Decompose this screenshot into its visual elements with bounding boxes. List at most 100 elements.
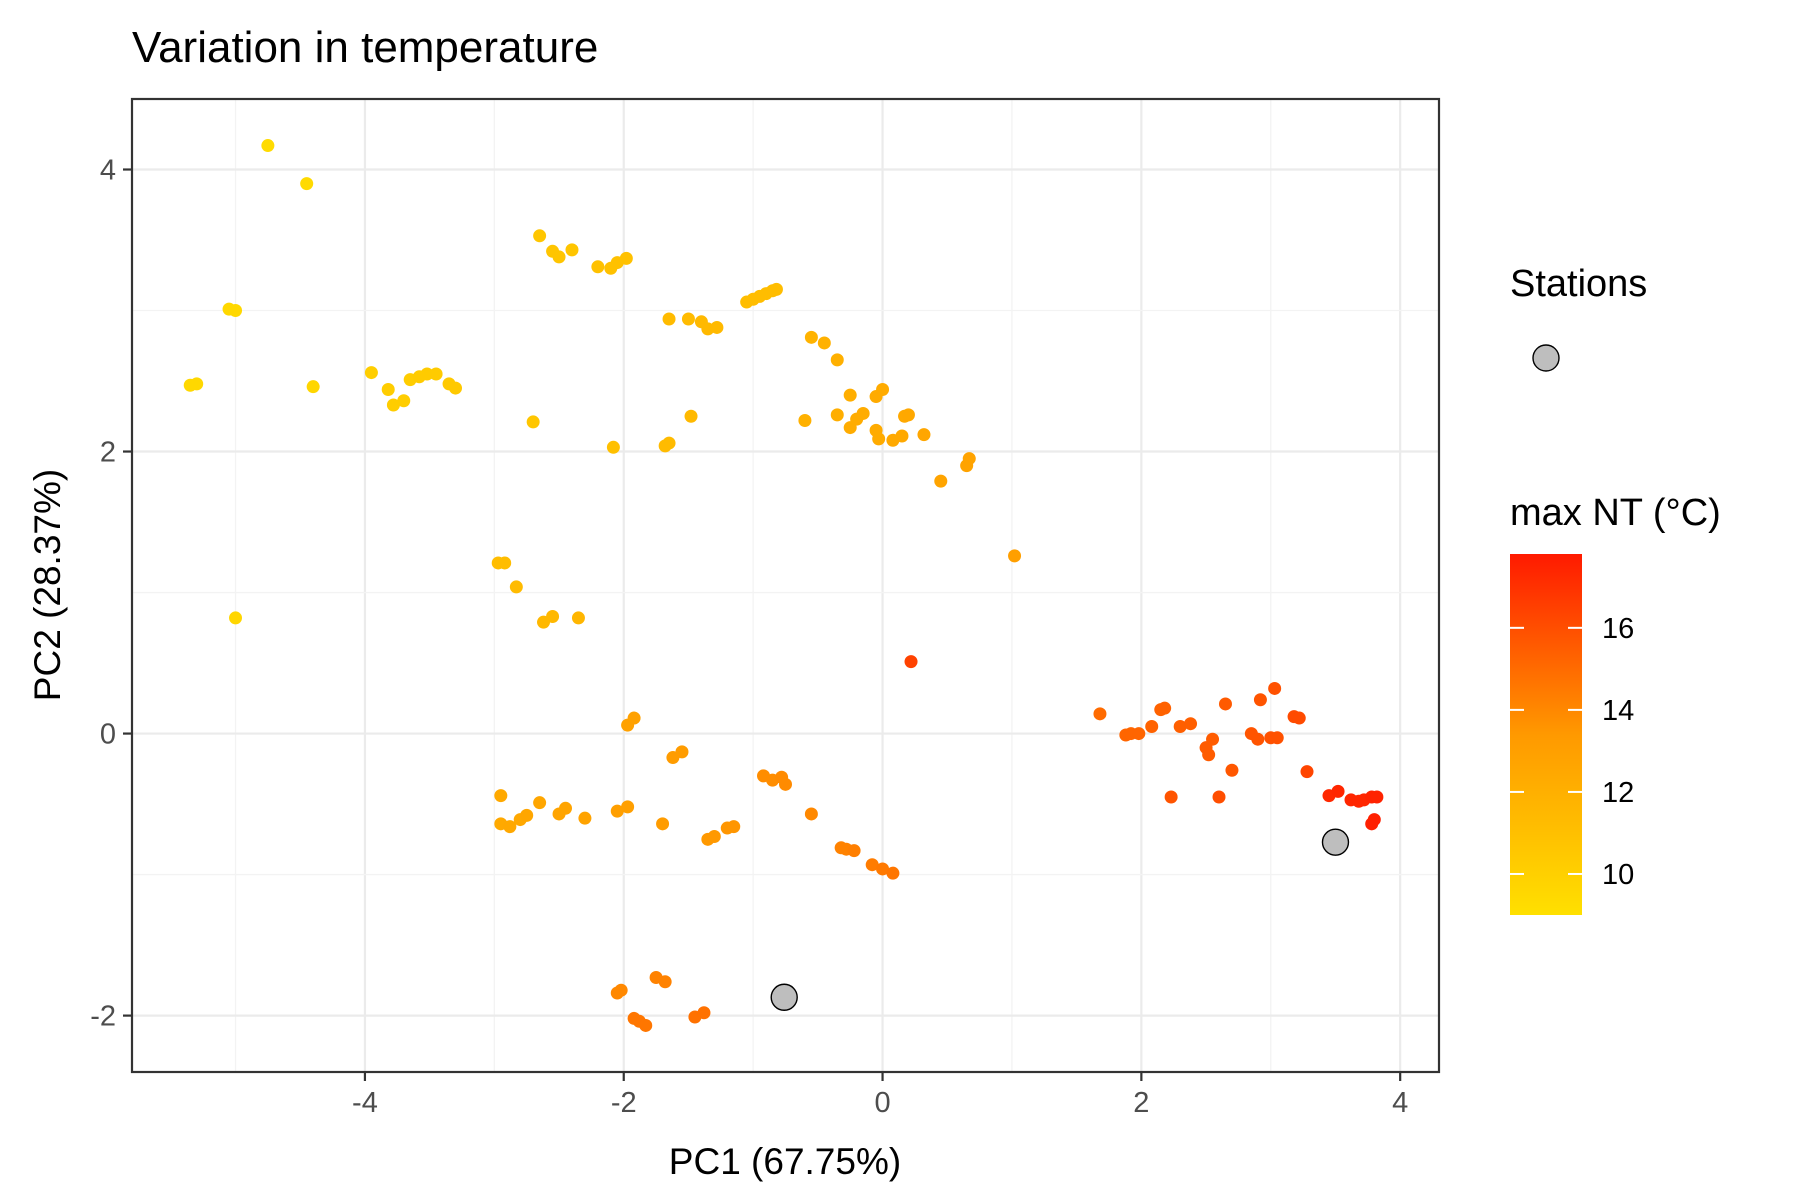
stations-legend-key (1532, 344, 1560, 372)
data-point (606, 440, 620, 454)
data-point (619, 251, 633, 265)
data-point (429, 367, 443, 381)
data-point (397, 394, 411, 408)
x-tick-label: 2 (1133, 1087, 1149, 1119)
data-point (503, 820, 517, 834)
data-point (229, 611, 243, 625)
data-point (526, 415, 540, 429)
data-point (710, 320, 724, 334)
colorbar-title: max NT (°C) (1510, 492, 1721, 534)
data-point (1158, 701, 1172, 715)
station-point (770, 983, 798, 1011)
data-point (565, 243, 579, 257)
data-point (1093, 707, 1107, 721)
plot-border (130, 97, 1441, 1074)
data-point (591, 260, 605, 274)
x-axis-title: PC1 (67.75%) (669, 1141, 901, 1182)
data-point (830, 353, 844, 367)
data-point (494, 789, 508, 803)
data-point (571, 611, 585, 625)
data-point (707, 830, 721, 844)
colorbar-tick-label: 14 (1602, 695, 1634, 727)
data-point (697, 1006, 711, 1020)
data-point (1212, 790, 1226, 804)
colorbar (1510, 554, 1582, 915)
data-point (856, 406, 870, 420)
data-point (804, 807, 818, 821)
data-point (381, 382, 395, 396)
data-point (546, 610, 560, 624)
data-point (364, 366, 378, 380)
axes-ticks: -4 -2 0 2 4 -2 0 2 4 (90, 155, 1408, 1119)
data-point (675, 745, 689, 759)
data-point (934, 474, 948, 488)
data-point (843, 421, 857, 435)
data-point (847, 844, 861, 858)
data-point (533, 229, 547, 243)
stations-legend: Stations (1510, 263, 1647, 372)
data-point (727, 820, 741, 834)
data-point (798, 414, 812, 428)
colorbar-tick-label: 10 (1602, 859, 1634, 891)
data-point (1218, 697, 1232, 711)
data-point (1292, 711, 1306, 725)
data-point (1206, 732, 1220, 746)
data-point (658, 975, 672, 989)
data-point (962, 452, 976, 466)
data-point (886, 866, 900, 880)
data-point (229, 304, 243, 318)
data-point (1370, 790, 1384, 804)
y-tick-label: 2 (100, 437, 116, 469)
data-point (1173, 720, 1187, 734)
data-point (498, 556, 512, 570)
data-point (614, 983, 628, 997)
data-point (639, 1018, 653, 1032)
colorbar-tick-label: 16 (1602, 613, 1634, 645)
y-tick-label: -2 (90, 1001, 116, 1033)
data-point (779, 777, 792, 791)
y-tick-label: 4 (100, 155, 116, 187)
data-point (1132, 727, 1146, 741)
data-point (1365, 817, 1379, 831)
data-point (817, 336, 831, 350)
data-point (1331, 784, 1345, 798)
x-tick-label: -4 (352, 1087, 378, 1119)
data-point (306, 380, 320, 394)
data-point (872, 432, 886, 446)
data-point (876, 862, 890, 876)
data-point (1253, 693, 1267, 707)
data-point (684, 409, 698, 423)
data-point (533, 796, 547, 810)
data-point (876, 382, 890, 396)
data-point (1008, 549, 1022, 563)
y-axis-title: PC2 (28.37%) (27, 469, 68, 701)
data-point (420, 367, 434, 381)
data-point (662, 436, 676, 450)
data-point (1202, 748, 1216, 762)
data-point (300, 177, 314, 191)
data-point (904, 655, 918, 669)
data-point (1164, 790, 1178, 804)
data-point (1145, 720, 1159, 734)
data-point (627, 711, 641, 725)
data-point (621, 800, 635, 814)
colorbar-tick-label: 12 (1602, 777, 1634, 809)
data-point (509, 580, 523, 594)
data-point (1225, 763, 1239, 777)
data-point (610, 804, 624, 818)
plot-panel (132, 99, 1439, 1072)
data-point (865, 858, 879, 872)
data-point (656, 817, 670, 831)
stations-legend-title: Stations (1510, 263, 1647, 305)
data-point (1251, 732, 1265, 746)
colorbar-legend: max NT (°C) 10 12 14 16 (1510, 492, 1721, 915)
x-tick-label: -2 (611, 1087, 637, 1119)
data-point (769, 282, 783, 296)
data-point (662, 312, 676, 326)
data-point (1300, 765, 1314, 779)
data-point (449, 381, 463, 395)
data-point (261, 139, 275, 153)
data-point (552, 250, 566, 264)
data-points (183, 139, 1384, 1032)
